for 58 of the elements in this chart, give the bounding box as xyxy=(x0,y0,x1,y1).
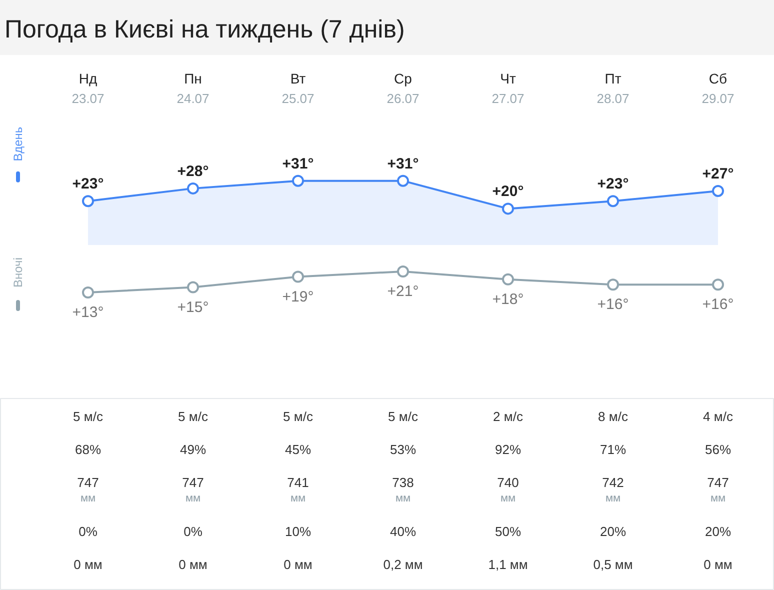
x-tick-label: Нд 23.07 xyxy=(72,70,104,106)
text: 747 мм xyxy=(707,475,729,504)
data-label: +31° xyxy=(387,155,419,172)
x-tick-label: Вт 25.07 xyxy=(282,70,314,106)
text: 0 мм xyxy=(178,557,208,572)
text: Вдень xyxy=(11,126,25,162)
text: 71% xyxy=(600,442,626,457)
text: 0 мм xyxy=(284,557,312,572)
text: 8 м/с xyxy=(598,409,628,424)
text: 5 м/с xyxy=(388,409,418,424)
point xyxy=(187,182,199,194)
text: 4 м/с xyxy=(703,409,733,424)
text: 68% xyxy=(74,442,102,457)
x-tick-label: Чт 27.07 xyxy=(492,70,524,106)
point xyxy=(502,202,514,215)
point xyxy=(397,174,409,187)
text: 5 м/с xyxy=(178,409,208,424)
x-tick-label: Пт 28.07 xyxy=(596,70,630,106)
text: 738 мм xyxy=(392,475,414,504)
text: 1,1 мм xyxy=(488,557,528,572)
data-label: +23° xyxy=(72,176,104,193)
point xyxy=(82,195,94,208)
text: 0% xyxy=(184,524,202,539)
text: 92% xyxy=(494,442,522,457)
text: 40% xyxy=(390,524,416,539)
text: 5 м/с xyxy=(283,409,313,424)
x-tick-label: Ср 26.07 xyxy=(386,70,420,106)
text: 20% xyxy=(600,524,626,539)
data-label: +27° xyxy=(702,165,734,182)
data-label: +31° xyxy=(282,155,314,172)
point xyxy=(292,174,304,187)
text: 740 мм xyxy=(497,475,519,504)
x-tick-label: Пн 24.07 xyxy=(176,70,210,106)
chart-title: Погода в Києві на тиждень (7 днів) xyxy=(4,16,405,44)
text: 747 мм xyxy=(182,475,204,504)
text: 20% xyxy=(704,524,732,539)
point xyxy=(607,195,619,208)
text: 742 мм xyxy=(602,475,624,504)
text: 50% xyxy=(494,524,522,539)
text: 0,2 мм xyxy=(383,557,423,572)
text: 10% xyxy=(284,524,312,539)
point xyxy=(712,184,724,197)
text: 0,5 мм xyxy=(593,557,633,572)
data-label: +23° xyxy=(597,176,629,193)
x-tick-label: Сб 29.07 xyxy=(702,70,734,106)
data-label: +20° xyxy=(492,183,524,200)
text: 56% xyxy=(704,442,732,457)
text: 0% xyxy=(78,524,98,539)
data-label: +28° xyxy=(177,162,209,180)
text: 741 мм xyxy=(287,475,309,504)
text: 0 мм xyxy=(704,557,732,572)
text: 0 мм xyxy=(74,557,102,572)
text: 45% xyxy=(284,442,312,457)
text: 747 мм xyxy=(77,475,99,504)
text: 53% xyxy=(390,442,416,457)
text: 49% xyxy=(180,442,206,457)
text: 2 м/с xyxy=(493,409,523,424)
text: 5 м/с xyxy=(73,409,103,424)
